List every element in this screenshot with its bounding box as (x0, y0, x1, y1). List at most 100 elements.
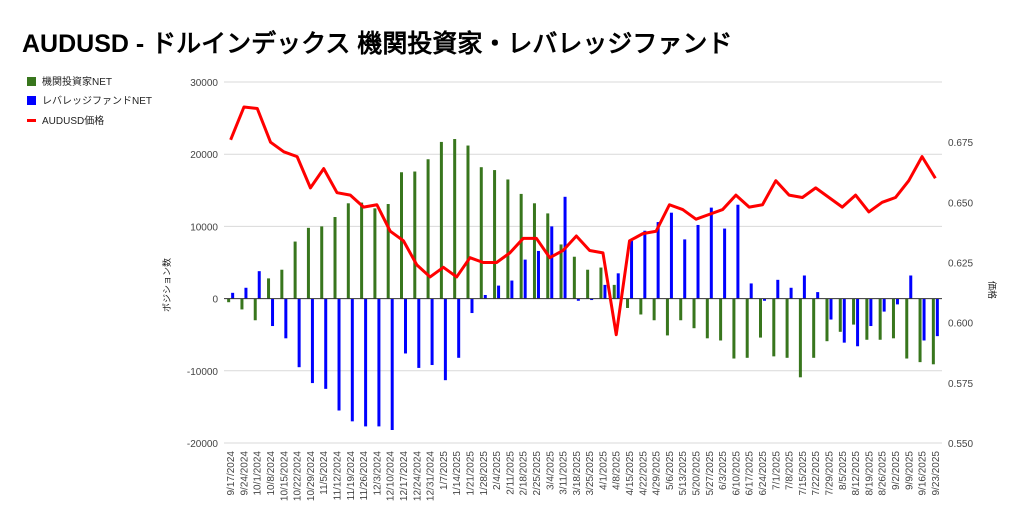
x-tick-label: 9/23/2025 (931, 451, 942, 496)
bar-institutional (798, 298, 802, 378)
bar-leveraged (643, 230, 647, 299)
x-tick-label: 9/16/2025 (918, 451, 929, 496)
bar-leveraged (723, 228, 727, 299)
x-tick-label: 12/3/2024 (372, 451, 383, 496)
y-left-tick-label: 30000 (190, 78, 218, 89)
price-line (229, 105, 937, 337)
bar-leveraged (922, 298, 926, 341)
x-tick-label: 6/10/2025 (731, 451, 742, 496)
x-tick-label: 9/2/2025 (891, 451, 902, 490)
x-tick-label: 2/4/2025 (492, 451, 503, 490)
bar-institutional (346, 203, 350, 299)
bar-institutional (333, 217, 337, 299)
bar-institutional (745, 298, 749, 358)
bar-leveraged (231, 292, 235, 299)
bar-institutional (519, 193, 523, 299)
x-tick-label: 4/8/2025 (612, 451, 623, 490)
x-tick-label: 10/8/2024 (266, 451, 277, 496)
bar-institutional (586, 269, 590, 299)
bar-institutional (732, 298, 736, 359)
bar-leveraged (417, 298, 421, 368)
x-tick-label: 8/19/2025 (864, 451, 875, 496)
bar-leveraged (842, 298, 846, 343)
x-tick-label: 5/6/2025 (665, 451, 676, 490)
x-tick-label: 6/17/2025 (745, 451, 756, 496)
legend: 機関投資家NET レバレッジファンドNET AUDUSD価格 (27, 75, 152, 127)
bar-leveraged (523, 259, 527, 299)
bar-institutional (572, 256, 576, 299)
x-tick-label: 7/22/2025 (811, 451, 822, 496)
bar-institutional (759, 298, 762, 338)
y-right-tick-label: 0.675 (948, 138, 973, 149)
x-tick-label: 4/1/2025 (598, 451, 609, 490)
bar-leveraged (696, 224, 700, 299)
x-tick-label: 9/17/2024 (226, 451, 237, 496)
bar-leveraged (310, 298, 314, 384)
bar-institutional (705, 298, 709, 339)
bar-institutional (386, 204, 390, 299)
bar-leveraged (856, 298, 860, 347)
x-tick-label: 11/19/2024 (346, 451, 357, 501)
bar-institutional (253, 298, 257, 321)
bar-leveraged (776, 279, 780, 299)
bar-leveraged (324, 298, 328, 389)
bar-institutional (466, 145, 470, 299)
x-tick-label: 11/26/2024 (359, 451, 370, 501)
x-tick-label: 2/18/2025 (519, 451, 530, 496)
x-tick-label: 10/29/2024 (306, 451, 317, 501)
bar-institutional (825, 298, 829, 342)
bar-institutional (838, 298, 842, 332)
bar-leveraged (869, 298, 873, 327)
bar-institutional (479, 167, 483, 299)
x-tick-label: 7/1/2025 (771, 451, 782, 490)
x-tick-label: 1/21/2025 (465, 451, 476, 496)
bar-institutional (267, 278, 271, 299)
x-tick-label: 8/12/2025 (851, 451, 862, 496)
bar-leveraged (789, 287, 793, 299)
x-tick-label: 1/14/2025 (452, 451, 463, 496)
bar-institutional (280, 269, 284, 299)
bar-leveraged (709, 207, 713, 299)
bar-institutional (891, 298, 895, 339)
bar-leveraged (244, 287, 248, 299)
bar-institutional (612, 284, 616, 299)
bar-leveraged (404, 298, 407, 354)
legend-swatch-leveraged (27, 96, 36, 105)
y-right-tick-label: 0.550 (948, 439, 973, 450)
bar-leveraged (390, 298, 394, 431)
bar-leveraged (749, 283, 753, 299)
x-tick-label: 7/15/2025 (798, 451, 809, 496)
bar-leveraged (457, 298, 461, 358)
x-tick-label: 5/20/2025 (692, 451, 703, 496)
bar-institutional (905, 298, 909, 359)
x-tick-label: 3/4/2025 (545, 451, 556, 490)
bar-leveraged (443, 298, 447, 381)
x-tick-label: 8/26/2025 (878, 451, 889, 496)
bar-institutional (772, 298, 776, 357)
bar-leveraged (736, 204, 740, 299)
bar-leveraged (510, 280, 514, 299)
bar-leveraged (536, 250, 540, 299)
bar-institutional (599, 267, 603, 299)
x-tick-label: 12/17/2024 (399, 451, 410, 501)
bar-institutional (413, 171, 417, 299)
bar-institutional (227, 298, 231, 303)
y-left-tick-label: 0 (212, 295, 218, 306)
bar-institutional (918, 298, 922, 363)
x-tick-label: 3/11/2025 (559, 451, 570, 495)
x-tick-label: 2/25/2025 (532, 451, 543, 496)
x-tick-label: 4/22/2025 (638, 451, 649, 496)
x-tick-label: 4/29/2025 (652, 451, 663, 496)
y-left-tick-label: 20000 (190, 150, 218, 161)
bar-leveraged (470, 298, 474, 314)
x-tick-label: 10/22/2024 (293, 451, 304, 501)
bar-institutional (878, 298, 882, 340)
bar-institutional (320, 226, 324, 299)
bar-institutional (639, 298, 643, 315)
bar-leveraged (935, 298, 939, 337)
y-left-tick-label: -20000 (187, 439, 219, 450)
bar-institutional (626, 298, 630, 308)
y-right-tick-label: 0.575 (948, 379, 973, 390)
legend-label-institutional: 機関投資家NET (42, 75, 112, 88)
